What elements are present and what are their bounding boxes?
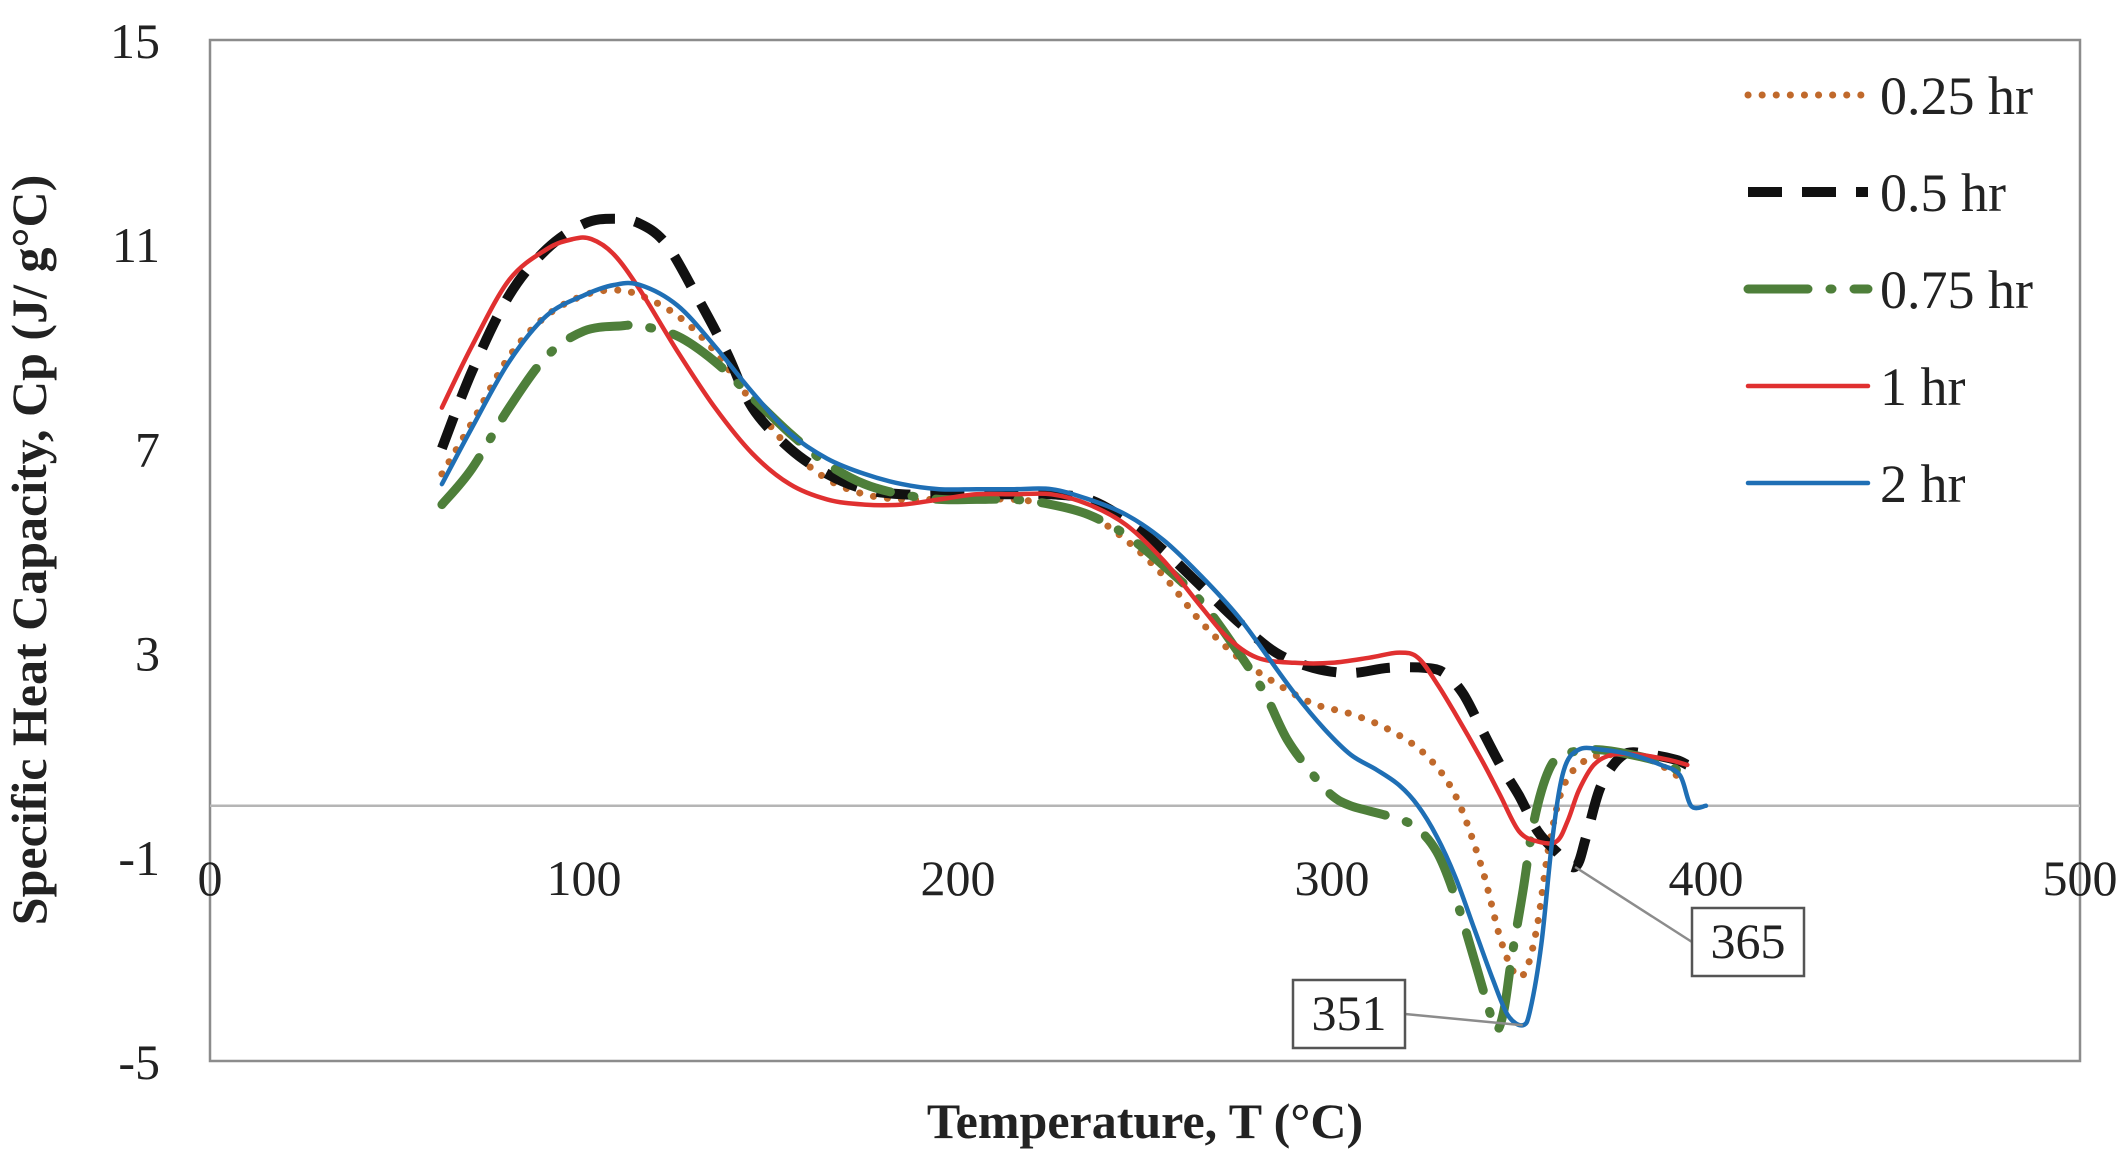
x-tick-label: 0 [198, 850, 223, 906]
x-tick-labels: 0 100 200 300 400 500 [198, 850, 2118, 906]
legend-label: 0.25 hr [1880, 66, 2033, 126]
x-tick-label: 500 [2043, 850, 2118, 906]
x-tick-label: 100 [547, 850, 622, 906]
annotations: 351 365 [1291, 865, 1806, 1050]
callout-leader [1574, 865, 1693, 944]
y-axis-title: Specific Heat Capacity, Cp (J/ g°C) [1, 175, 57, 925]
legend-label: 2 hr [1880, 454, 1966, 514]
legend: 0.25 hr 0.5 hr 0.75 hr 1 hr 2 hr [1743, 66, 2033, 514]
series-line-2-hr [439, 280, 1709, 1028]
y-tick-label: 15 [110, 13, 160, 69]
series-line-0-5-hr [437, 213, 1690, 873]
series-layer [437, 213, 1709, 1035]
callout-box [1291, 978, 1407, 1050]
y-tick-label: -1 [118, 830, 160, 886]
x-tick-label: 300 [1295, 850, 1370, 906]
y-tick-label: 11 [112, 217, 160, 273]
x-tick-label: 400 [1669, 850, 1744, 906]
x-axis-title: Temperature, T (°C) [927, 1093, 1363, 1149]
y-tick-label: 7 [135, 421, 160, 477]
callout-leader [1404, 1012, 1523, 1027]
callout-label: 365 [1711, 913, 1786, 969]
callout-box [1690, 906, 1806, 978]
series-line-0-75-hr [437, 320, 1692, 1035]
y-tick-label: 3 [135, 626, 160, 682]
y-tick-label: -5 [118, 1034, 160, 1090]
legend-label: 1 hr [1880, 357, 1966, 417]
legend-label: 0.5 hr [1880, 163, 2006, 223]
x-tick-label: 200 [921, 850, 996, 906]
legend-label: 0.75 hr [1880, 260, 2033, 320]
callout-label: 351 [1312, 985, 1387, 1041]
y-tick-labels: -5 -1 3 7 11 15 [110, 13, 160, 1090]
